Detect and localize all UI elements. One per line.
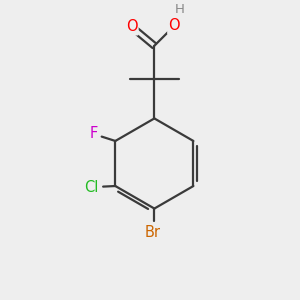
Text: O: O bbox=[168, 19, 180, 34]
Text: O: O bbox=[126, 20, 137, 34]
Text: Cl: Cl bbox=[84, 180, 99, 195]
Text: F: F bbox=[89, 126, 98, 141]
Text: Br: Br bbox=[145, 225, 161, 240]
Text: H: H bbox=[174, 4, 184, 16]
